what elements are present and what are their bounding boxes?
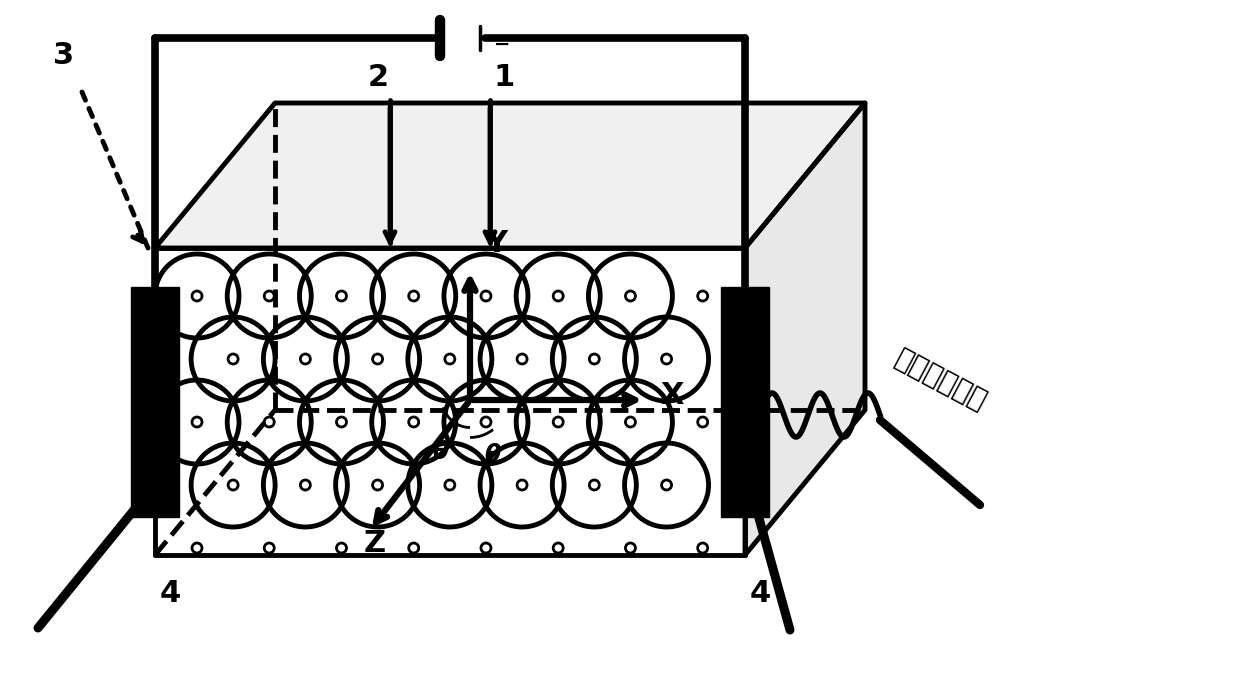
Circle shape — [698, 543, 708, 553]
Circle shape — [625, 543, 635, 553]
Circle shape — [192, 417, 202, 427]
Circle shape — [517, 480, 527, 490]
Bar — [720, 286, 769, 517]
Text: Z: Z — [363, 529, 386, 558]
Circle shape — [228, 480, 238, 490]
Polygon shape — [155, 103, 866, 248]
Circle shape — [409, 543, 419, 553]
Circle shape — [662, 480, 672, 490]
Circle shape — [192, 291, 202, 301]
Circle shape — [264, 543, 274, 553]
Circle shape — [372, 354, 383, 364]
Text: θ: θ — [484, 443, 500, 467]
Circle shape — [553, 417, 563, 427]
Bar — [131, 286, 179, 517]
Text: θ: θ — [432, 440, 448, 464]
Circle shape — [409, 417, 419, 427]
Circle shape — [481, 291, 491, 301]
Circle shape — [481, 543, 491, 553]
Circle shape — [698, 417, 708, 427]
Circle shape — [409, 291, 419, 301]
Circle shape — [336, 291, 346, 301]
Circle shape — [589, 480, 599, 490]
Circle shape — [192, 543, 202, 553]
Text: 4: 4 — [749, 579, 770, 607]
Polygon shape — [745, 103, 866, 555]
Circle shape — [589, 354, 599, 364]
Text: 3: 3 — [53, 41, 74, 70]
Circle shape — [734, 480, 744, 490]
Circle shape — [698, 291, 708, 301]
Circle shape — [264, 417, 274, 427]
Circle shape — [625, 417, 635, 427]
Text: 1: 1 — [494, 63, 515, 92]
Polygon shape — [155, 248, 745, 555]
Circle shape — [734, 354, 744, 364]
Circle shape — [625, 291, 635, 301]
Circle shape — [228, 354, 238, 364]
Text: Y: Y — [485, 229, 507, 258]
Circle shape — [517, 354, 527, 364]
Circle shape — [481, 417, 491, 427]
Circle shape — [336, 543, 346, 553]
Text: 4: 4 — [160, 579, 181, 607]
Text: 太赫兹波辐射: 太赫兹波辐射 — [890, 344, 991, 416]
Circle shape — [372, 480, 383, 490]
Text: X: X — [660, 380, 683, 410]
Circle shape — [300, 480, 310, 490]
Text: 2: 2 — [367, 63, 388, 92]
Text: −: − — [494, 34, 511, 54]
Circle shape — [264, 291, 274, 301]
Circle shape — [445, 480, 455, 490]
Circle shape — [553, 543, 563, 553]
Circle shape — [300, 354, 310, 364]
Circle shape — [553, 291, 563, 301]
Circle shape — [445, 354, 455, 364]
Circle shape — [336, 417, 346, 427]
Circle shape — [662, 354, 672, 364]
